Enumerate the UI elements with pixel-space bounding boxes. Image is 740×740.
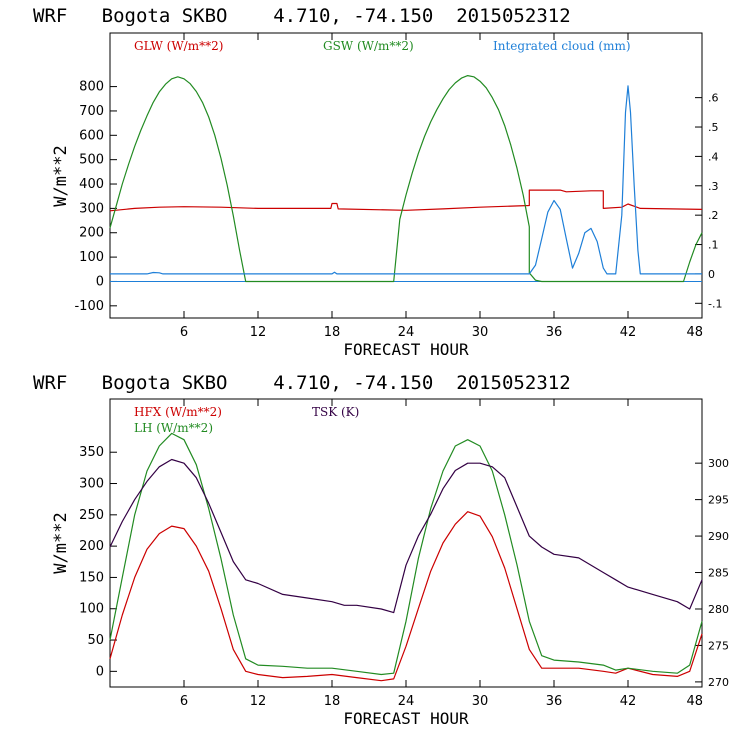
y2-tick-label: -.1 — [708, 297, 722, 310]
radiation-cloud-panel: WRF Bogota SKBO 4.710, -74.150 201505231… — [33, 5, 722, 359]
y-tick-label: 800 — [79, 80, 104, 95]
y-tick-label: 300 — [79, 477, 104, 492]
series-line-2 — [109, 458, 703, 614]
y2-tick-label: 295 — [708, 494, 729, 507]
y-tick-label: 200 — [79, 226, 104, 241]
x-tick-label: 42 — [620, 325, 637, 340]
y-tick-label: 300 — [79, 201, 104, 216]
x-tick-label: 36 — [546, 694, 563, 709]
fluxes-temperature-panel: WRF Bogota SKBO 4.710, -74.150 201505231… — [33, 372, 729, 728]
series-line-1 — [109, 74, 703, 283]
x-tick-label: 36 — [546, 325, 563, 340]
x-tick-label: 18 — [324, 325, 341, 340]
x-tick-label: 12 — [250, 325, 267, 340]
plot-frame — [109, 32, 703, 319]
legend-glw: GLW (W/m**2) — [134, 39, 223, 53]
y-axis-label: W/m**2 — [51, 145, 71, 206]
y-axis-right: -.1 0 .1 .2 .3 .4 .5 .6 — [695, 92, 722, 310]
legend-gsw: GSW (W/m**2) — [323, 39, 414, 53]
x-tick-label: 30 — [472, 694, 489, 709]
y-tick-label: 600 — [79, 128, 104, 143]
series-line-0 — [109, 511, 703, 682]
y-tick-label: 0 — [96, 664, 104, 679]
y2-tick-label: 270 — [708, 676, 729, 689]
y-tick-label: 0 — [96, 274, 104, 289]
y-axis-left: -100 0 100 200 300 400 500 600 700 800 — [74, 80, 117, 314]
x-tick-label: 30 — [472, 325, 489, 340]
y-tick-label: 150 — [79, 570, 104, 585]
y2-tick-label: .2 — [708, 209, 719, 222]
y2-tick-label: 275 — [708, 639, 729, 652]
y-axis-left: 0 50 100 150 200 250 300 350 — [79, 445, 117, 679]
y2-tick-label: 285 — [708, 567, 729, 580]
x-tick-label: 18 — [324, 694, 341, 709]
y-tick-label: 100 — [79, 250, 104, 265]
series-line-0 — [109, 189, 703, 212]
series-line-2 — [110, 85, 702, 275]
x-tick-label: 48 — [686, 694, 703, 709]
x-axis-label: FORECAST HOUR — [343, 340, 469, 359]
x-tick-label: 6 — [180, 694, 188, 709]
y-axis-right: 270 275 280 285 290 295 300 — [695, 457, 729, 689]
legend-cloud: Integrated cloud (mm) — [493, 39, 631, 53]
panel-title: WRF Bogota SKBO 4.710, -74.150 201505231… — [33, 372, 571, 394]
series-line-1 — [109, 432, 703, 676]
y2-tick-label: .5 — [708, 121, 719, 134]
y-tick-label: 700 — [79, 104, 104, 119]
plot-frame — [109, 398, 703, 688]
x-tick-label: 12 — [250, 694, 267, 709]
y-tick-label: 500 — [79, 153, 104, 168]
y2-tick-label: 280 — [708, 603, 729, 616]
y2-tick-label: 300 — [708, 457, 729, 470]
y-axis-label: W/m**2 — [51, 512, 71, 573]
y2-tick-label: .4 — [708, 150, 719, 163]
legend-hfx: HFX (W/m**2) — [134, 405, 222, 419]
y-tick-label: 350 — [79, 445, 104, 460]
x-tick-label: 24 — [398, 694, 415, 709]
y-tick-label: 200 — [79, 539, 104, 554]
x-tick-label: 6 — [180, 325, 188, 340]
y-tick-label: 400 — [79, 177, 104, 192]
y2-tick-label: 290 — [708, 530, 729, 543]
x-tick-label: 24 — [398, 325, 415, 340]
panel-title: WRF Bogota SKBO 4.710, -74.150 201505231… — [33, 5, 571, 27]
y-tick-label: 50 — [87, 633, 104, 648]
series-layer — [109, 74, 703, 283]
x-tick-label: 48 — [686, 325, 703, 340]
x-axis: 6 12 18 24 30 36 42 48 — [180, 33, 703, 340]
y2-tick-label: .6 — [708, 92, 719, 105]
y-tick-label: 250 — [79, 508, 104, 523]
y2-tick-label: .1 — [708, 239, 719, 252]
y-tick-label: -100 — [74, 299, 104, 314]
y-tick-label: 100 — [79, 602, 104, 617]
x-axis-label: FORECAST HOUR — [343, 709, 469, 728]
x-axis: 6 12 18 24 30 36 42 48 — [180, 399, 703, 709]
legend-lh: LH (W/m**2) — [134, 421, 213, 435]
x-tick-label: 42 — [620, 694, 637, 709]
series-layer — [109, 432, 703, 682]
y2-tick-label: .3 — [708, 180, 719, 193]
legend-tsk: TSK (K) — [312, 405, 359, 419]
y2-tick-label: 0 — [708, 268, 715, 281]
